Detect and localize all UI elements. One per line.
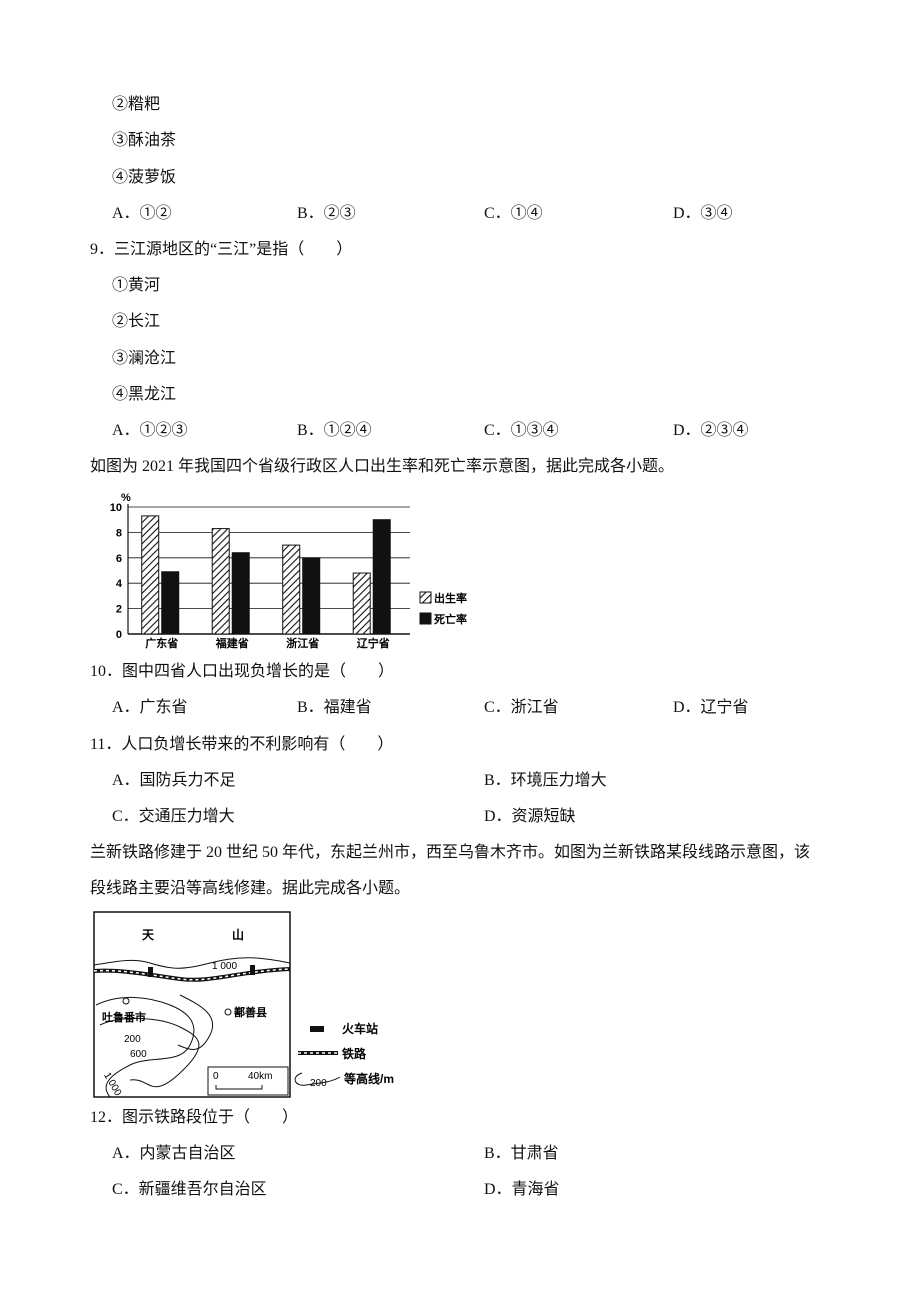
option[interactable]: C．①④ <box>484 205 543 222</box>
intro: 兰新铁路修建于 20 世纪 50 年代，东起兰州市，西至乌鲁木齐市。如图为兰新铁… <box>90 844 811 861</box>
option[interactable]: A．广东省 <box>112 699 188 716</box>
legend-label: 出生率 <box>434 591 467 605</box>
legend-label: 死亡率 <box>434 612 467 626</box>
x-tick-label: 浙江省 <box>286 636 319 650</box>
contour-label: 200 <box>124 1034 141 1045</box>
x-tick-label: 辽宁省 <box>357 636 390 650</box>
option[interactable]: A．国防兵力不足 <box>112 772 236 789</box>
option[interactable]: A．内蒙古自治区 <box>112 1145 236 1162</box>
contour-label: 600 <box>130 1049 147 1060</box>
option[interactable]: B．环境压力增大 <box>484 772 607 789</box>
option[interactable]: A．①②③ <box>112 422 188 439</box>
map-frame <box>93 911 291 1098</box>
map-label: 吐鲁番市 <box>102 1010 146 1024</box>
choice: ④菠萝饭 <box>112 169 177 186</box>
city <box>122 997 130 1005</box>
map-label: 鄯善县 <box>234 1005 267 1019</box>
bar <box>302 557 321 635</box>
option[interactable]: C．新疆维吾尔自治区 <box>112 1181 267 1198</box>
scale-label: 0 <box>213 1071 219 1082</box>
legend-contour <box>294 1072 341 1086</box>
bar <box>352 572 371 635</box>
legend-swatch <box>419 591 432 604</box>
contour-label: 1 000 <box>212 961 237 972</box>
choice: ①黄河 <box>112 277 161 294</box>
choice: ③澜沧江 <box>112 350 177 367</box>
question-stem: 10．图中四省人口出现负增长的是（ ） <box>90 663 395 680</box>
y-tick-label: 2 <box>116 604 122 616</box>
option[interactable]: A．①② <box>112 205 172 222</box>
intro: 如图为 2021 年我国四个省级行政区人口出生率和死亡率示意图，据此完成各小题。 <box>90 458 675 475</box>
legend-label: 铁路 <box>342 1046 367 1061</box>
y-tick-label: 10 <box>110 502 122 514</box>
y-tick-label: 0 <box>116 629 122 641</box>
bar <box>211 528 230 635</box>
bar <box>141 515 160 635</box>
choice: ②长江 <box>112 313 161 330</box>
y-tick-label: 6 <box>116 553 122 565</box>
x-tick-label: 广东省 <box>145 636 178 650</box>
option[interactable]: D．③④ <box>673 205 733 222</box>
bar <box>282 544 301 635</box>
option[interactable]: B．福建省 <box>297 699 372 716</box>
city <box>224 1008 232 1016</box>
legend-label: 200 <box>310 1078 327 1089</box>
option[interactable]: C．浙江省 <box>484 699 559 716</box>
legend-label: 火车站 <box>342 1021 378 1036</box>
map-label: 山 <box>232 927 244 942</box>
contour <box>177 994 214 1050</box>
map-label: 天 <box>142 928 155 942</box>
contour <box>99 1018 200 1088</box>
option[interactable]: C．交通压力增大 <box>112 808 235 825</box>
legend-label: 等高线/m <box>343 1071 394 1086</box>
contour <box>95 996 195 1098</box>
railway <box>93 967 291 982</box>
option[interactable]: B．②③ <box>297 205 356 222</box>
option[interactable]: B．①②④ <box>297 422 372 439</box>
legend-swatch <box>419 612 432 625</box>
bar <box>161 571 180 635</box>
option[interactable]: B．甘肃省 <box>484 1145 559 1162</box>
bar <box>372 519 391 635</box>
option[interactable]: D．青海省 <box>484 1181 560 1198</box>
question-stem: 9．三江源地区的“三江”是指（ ） <box>90 241 353 258</box>
station <box>148 967 153 977</box>
option[interactable]: D．②③④ <box>673 422 749 439</box>
y-tick-label: 4 <box>116 578 123 590</box>
scale-bar <box>215 1085 263 1090</box>
choice: ②糌粑 <box>112 96 161 113</box>
option[interactable]: C．①③④ <box>484 422 559 439</box>
scale-box <box>207 1066 289 1096</box>
contour <box>93 957 291 969</box>
scale-label: 40km <box>248 1071 272 1082</box>
intro: 段线路主要沿等高线修建。据此完成各小题。 <box>90 880 411 897</box>
option[interactable]: D．辽宁省 <box>673 699 749 716</box>
choice: ④黑龙江 <box>112 386 177 403</box>
railway-map: 天 山 1 000 吐鲁番市 鄯善县 200 600 1 000 0 40km … <box>93 911 394 1099</box>
legend-station <box>310 1026 324 1032</box>
bar <box>231 552 250 635</box>
option[interactable]: D．资源短缺 <box>484 808 576 825</box>
contour-label: 1 000 <box>101 1071 123 1099</box>
choice: ③酥油茶 <box>112 132 177 149</box>
y-tick-label: 8 <box>116 527 122 539</box>
y-unit: % <box>121 492 131 504</box>
question-stem: 12．图示铁路段位于（ ） <box>90 1109 299 1126</box>
question-stem: 11．人口负增长带来的不利影响有（ ） <box>90 736 394 753</box>
station <box>250 965 255 975</box>
x-tick-label: 福建省 <box>215 636 249 650</box>
